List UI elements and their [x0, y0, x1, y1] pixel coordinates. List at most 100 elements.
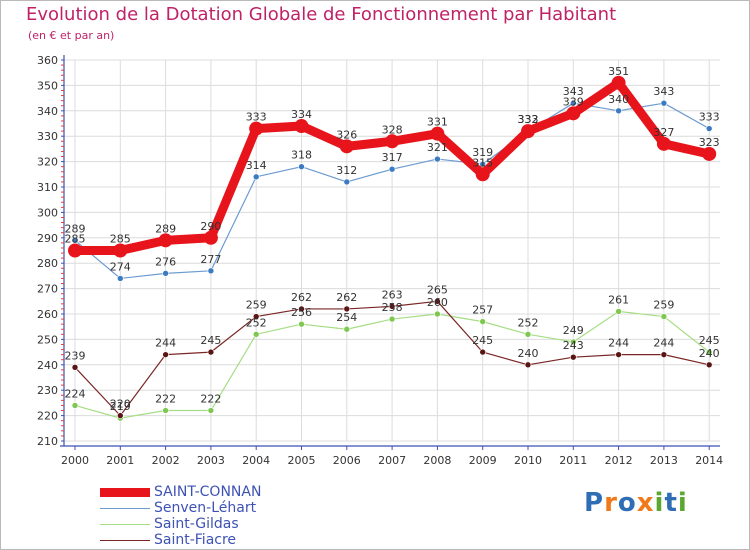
data-point [434, 310, 441, 318]
data-point [207, 407, 215, 414]
data-point [611, 75, 626, 90]
data-label: 245 [472, 334, 493, 347]
data-point [252, 331, 260, 338]
data-label: 285 [110, 233, 131, 246]
data-point [705, 348, 713, 356]
data-label: 277 [200, 253, 221, 266]
data-point [569, 99, 577, 107]
data-point [569, 338, 577, 346]
data-label: 259 [653, 299, 674, 312]
data-point [203, 230, 218, 245]
data-label: 252 [518, 316, 539, 329]
data-label: 289 [65, 222, 86, 235]
data-point [71, 364, 79, 371]
data-point [71, 402, 79, 409]
proxiti-logo: Proxiti [584, 488, 688, 518]
data-point [705, 125, 713, 132]
legend-label: SAINT-CONNAN [154, 484, 262, 500]
data-label: 333 [699, 111, 720, 124]
data-point [660, 99, 668, 107]
data-label: 222 [155, 393, 176, 406]
y-tick-label: 270 [37, 283, 58, 296]
data-point [479, 160, 487, 168]
data-point [252, 173, 260, 181]
x-tick-label: 2005 [288, 454, 316, 467]
x-tick-label: 2003 [197, 454, 225, 467]
x-tick-label: 2004 [242, 454, 270, 467]
data-label: 243 [563, 339, 584, 352]
data-point [71, 237, 79, 244]
x-tick-label: 2013 [650, 454, 678, 467]
data-point [113, 243, 128, 258]
chart-subtitle: (en € et par an) [28, 29, 115, 42]
logo-letter: x [636, 488, 655, 518]
data-point [615, 107, 622, 115]
data-label: 331 [427, 116, 448, 129]
data-label: 289 [155, 222, 176, 235]
data-label: 252 [246, 316, 267, 329]
data-point [117, 275, 124, 282]
chart-title: Evolution de la Dotation Globale de Fonc… [26, 4, 617, 25]
data-point [475, 167, 490, 182]
data-point [207, 267, 215, 275]
y-tick-label: 250 [37, 333, 58, 346]
y-tick-label: 210 [37, 435, 58, 448]
y-tick-label: 290 [37, 232, 58, 245]
data-label: 276 [155, 255, 176, 268]
data-point [343, 305, 351, 313]
logo-letter: t [664, 488, 678, 518]
legend-swatch [100, 540, 150, 541]
y-tick-label: 320 [37, 156, 58, 169]
data-label: 321 [427, 141, 448, 154]
data-label: 327 [653, 126, 674, 139]
data-point [660, 313, 668, 320]
legend-label: Saint-Gildas [154, 516, 239, 532]
data-label: 332 [518, 113, 539, 126]
data-point [705, 361, 713, 369]
data-point [524, 331, 532, 338]
data-label: 317 [382, 151, 403, 164]
legend-swatch [100, 524, 150, 525]
data-label: 312 [336, 164, 357, 177]
data-label: 343 [653, 85, 674, 98]
x-tick-label: 2010 [514, 454, 542, 467]
data-label: 318 [291, 149, 312, 162]
data-point [615, 308, 622, 315]
data-label: 333 [246, 111, 267, 124]
x-tick-label: 2001 [106, 454, 134, 467]
data-label: 285 [65, 233, 86, 246]
data-point [702, 146, 717, 161]
data-label: 333 [518, 113, 539, 126]
data-point [162, 270, 169, 277]
y-tick-label: 350 [37, 79, 58, 92]
data-point [388, 165, 396, 173]
data-point [252, 313, 260, 320]
data-label: 240 [699, 347, 720, 360]
data-label: 339 [563, 95, 584, 108]
x-tick-label: 2000 [61, 454, 89, 467]
data-point [434, 297, 441, 305]
data-label: 249 [563, 324, 584, 337]
data-label: 258 [382, 301, 403, 314]
x-tick-label: 2008 [423, 454, 451, 467]
y-tick-label: 340 [37, 105, 58, 118]
y-tick-label: 300 [37, 206, 58, 219]
x-tick-label: 2002 [152, 454, 180, 467]
data-point [524, 361, 532, 369]
data-point [343, 178, 351, 186]
x-tick-label: 2011 [559, 454, 587, 467]
x-tick-label: 2012 [605, 454, 633, 467]
data-label: 263 [382, 288, 403, 301]
legend-swatch [100, 488, 150, 497]
data-point [117, 412, 124, 419]
y-tick-label: 230 [37, 384, 58, 397]
data-point [298, 163, 305, 170]
data-label: 340 [608, 93, 629, 106]
data-label: 240 [518, 347, 539, 360]
data-label: 244 [653, 337, 674, 350]
y-tick-label: 240 [37, 359, 58, 372]
data-point [388, 303, 396, 310]
x-tick-label: 2006 [333, 454, 361, 467]
x-tick-label: 2009 [469, 454, 497, 467]
